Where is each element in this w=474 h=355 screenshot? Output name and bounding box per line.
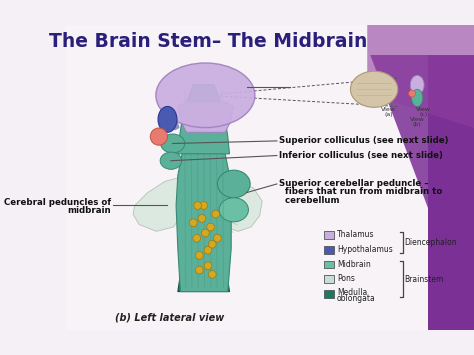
Text: (c): (c) [419,112,428,117]
Text: Brainstem: Brainstem [404,275,444,284]
FancyBboxPatch shape [324,290,334,297]
Text: fibers that run from midbrain to: fibers that run from midbrain to [279,187,442,196]
Text: Hypothalamus: Hypothalamus [337,245,393,254]
Text: Medulla: Medulla [337,288,367,297]
Text: Cerebral peduncles of: Cerebral peduncles of [3,197,110,207]
Circle shape [209,240,216,248]
Text: View: View [381,107,396,112]
Polygon shape [178,248,229,291]
Text: cerebellum: cerebellum [279,196,339,205]
Text: (b): (b) [413,122,421,127]
Polygon shape [171,115,180,131]
Ellipse shape [158,106,177,132]
Circle shape [201,229,209,237]
Ellipse shape [219,198,248,222]
Text: (a): (a) [384,112,393,117]
Polygon shape [133,178,186,231]
FancyBboxPatch shape [324,275,334,283]
Circle shape [204,246,212,254]
Text: oblongata: oblongata [337,294,376,303]
Circle shape [195,266,203,274]
Circle shape [214,234,221,242]
Text: Thalamus: Thalamus [337,230,374,239]
FancyBboxPatch shape [66,25,474,330]
Text: The Brain Stem– The Midbrain: The Brain Stem– The Midbrain [49,32,367,51]
Text: View: View [410,117,425,122]
Circle shape [198,214,206,222]
FancyBboxPatch shape [324,231,334,239]
Circle shape [195,252,203,259]
Text: View: View [416,107,431,112]
Ellipse shape [411,89,423,106]
Ellipse shape [156,63,255,127]
Ellipse shape [160,152,182,169]
Polygon shape [176,85,231,291]
Circle shape [194,202,201,209]
Circle shape [193,234,201,242]
Circle shape [212,210,219,218]
Text: Superior colliculus (see next slide): Superior colliculus (see next slide) [279,136,448,146]
Text: Inferior colliculus (see next slide): Inferior colliculus (see next slide) [279,151,442,160]
Text: Midbrain: Midbrain [337,260,371,268]
Text: Pons: Pons [337,274,355,283]
Text: Superior cerebellar peduncle –: Superior cerebellar peduncle – [279,179,428,187]
Polygon shape [178,85,229,154]
Circle shape [209,271,216,278]
Circle shape [409,90,415,97]
Polygon shape [221,178,262,231]
Ellipse shape [410,76,424,94]
Ellipse shape [218,170,250,198]
Polygon shape [66,25,474,55]
Polygon shape [178,102,234,132]
FancyBboxPatch shape [324,261,334,268]
Text: midbrain: midbrain [67,206,110,215]
Circle shape [204,262,212,270]
Circle shape [150,128,167,145]
Polygon shape [359,25,474,330]
Circle shape [190,219,197,226]
Text: Diencephalon: Diencephalon [404,238,457,247]
Text: (b) Left lateral view: (b) Left lateral view [115,312,224,322]
FancyBboxPatch shape [428,25,474,330]
Circle shape [200,202,208,209]
Polygon shape [367,25,474,128]
Ellipse shape [350,71,398,107]
FancyBboxPatch shape [324,246,334,254]
Ellipse shape [161,134,185,153]
Circle shape [207,223,214,231]
